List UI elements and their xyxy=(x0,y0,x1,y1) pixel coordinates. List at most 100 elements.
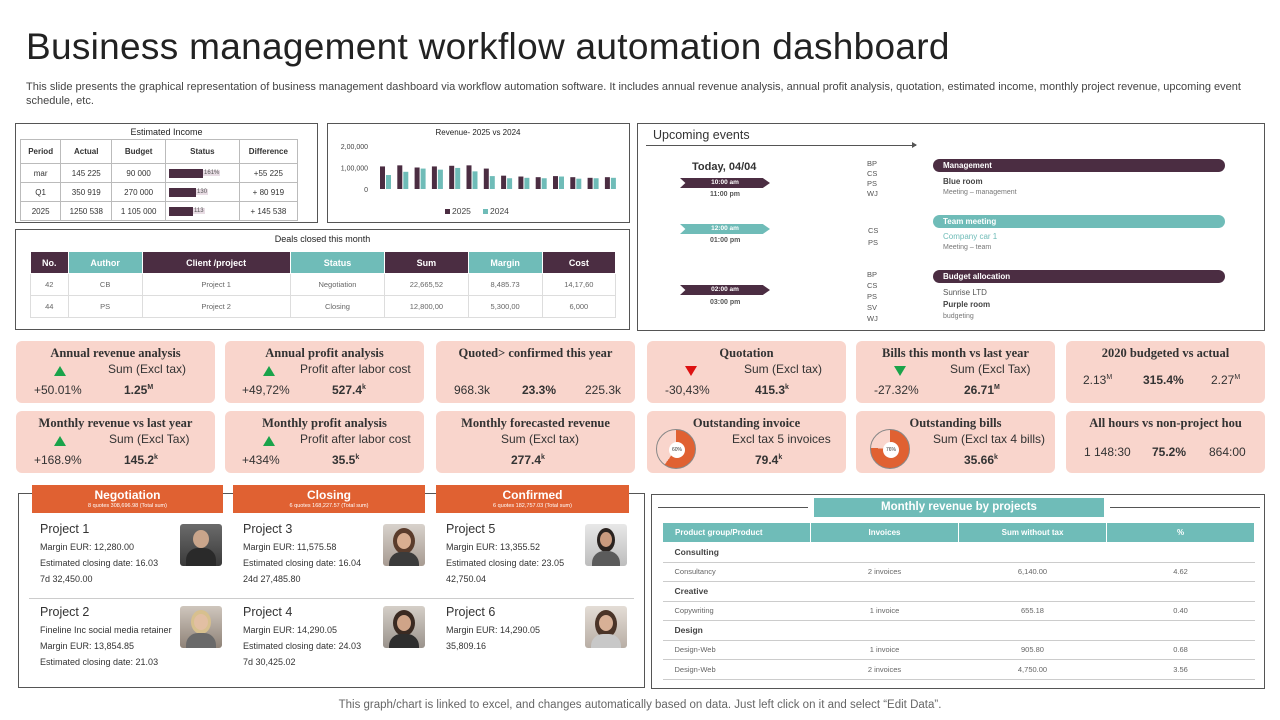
kpi-value: 26.71M xyxy=(964,383,1000,397)
kpi-title: Quotation xyxy=(719,346,774,360)
cell: 145 225 xyxy=(60,163,113,183)
kpi-value: 1.25M xyxy=(124,383,154,397)
kpi-title: Monthly profit analysis xyxy=(262,416,387,430)
person-initials: BP xyxy=(867,159,878,168)
event-name[interactable]: Management xyxy=(933,159,1225,172)
project-margin: Margin EUR: 14,290.05 xyxy=(446,625,541,635)
kpi-value: 35.66k xyxy=(964,453,998,467)
up-arrow-icon xyxy=(54,366,66,376)
person-initials: CS xyxy=(867,169,878,178)
kpi-quoted-confirmed[interactable]: Quoted> confirmed this year 968.3k 23.3%… xyxy=(436,341,635,403)
kpi-value: 527.4k xyxy=(332,383,366,397)
project-card[interactable]: Project 4 Margin EUR: 14,290.05 Estimate… xyxy=(243,604,361,670)
estimated-income-title: Estimated Income xyxy=(130,127,203,137)
cell: 905.80 xyxy=(958,640,1107,660)
project-card[interactable]: Project 5 Margin EUR: 13,355.52 Estimate… xyxy=(446,521,564,587)
bar-2025 xyxy=(535,177,541,189)
event-place-2: Purple room xyxy=(943,300,991,309)
person-initials: CS xyxy=(867,281,878,290)
kpi-title: Monthly revenue vs last year xyxy=(38,416,193,430)
today-label: Today, 04/04 xyxy=(692,161,757,173)
status-label: 130 xyxy=(196,189,209,196)
up-arrow-icon xyxy=(263,366,275,376)
revenue-chart[interactable]: Revenue- 2025 vs 2024 2,00,000 1,00,000 0 20… xyxy=(328,124,629,222)
col-header: Sum without tax xyxy=(958,522,1107,543)
kpi-outstanding-bills[interactable]: Outstanding bills 76% Sum (Excl tax 4 bi… xyxy=(856,411,1055,473)
kpi-annual-profit[interactable]: Annual profit analysis Profit after labo… xyxy=(225,341,424,403)
pie-chart: 76% xyxy=(870,429,910,469)
event-name[interactable]: Budget allocation xyxy=(933,270,1225,283)
kpi-mid: 23.3% xyxy=(522,383,557,397)
project-card[interactable]: Project 2 Fineline Inc social media reta… xyxy=(40,604,172,670)
cell: Design-Web xyxy=(662,659,811,680)
col-header: Actual xyxy=(60,139,113,164)
pipeline-col-confirmed[interactable]: Confirmed 6 quotes 182,757.03 (Total sum… xyxy=(436,485,629,513)
status-bar xyxy=(169,168,204,178)
cell: Project 2 xyxy=(141,295,291,318)
kpi-label: Sum (Excl tax) xyxy=(501,432,580,446)
col-header: Cost xyxy=(541,251,617,274)
kpi-title: 2020 budgeted vs actual xyxy=(1101,346,1230,360)
kpi-title: Outstanding bills xyxy=(909,416,1002,430)
kpi-budgeted-vs-actual[interactable]: 2020 budgeted vs actual 2.13M 315.4% 2.2… xyxy=(1066,341,1265,403)
project-card[interactable]: Project 3 Margin EUR: 11,575.58 Estimate… xyxy=(243,521,361,587)
project-closing-date: Estimated closing date: 24.03 xyxy=(243,641,362,651)
kpi-title: Annual revenue analysis xyxy=(50,346,181,360)
project-card[interactable]: Project 1 Margin EUR: 12,280.00 Estimate… xyxy=(40,521,158,587)
down-arrow-icon xyxy=(894,366,906,376)
group-name: Design xyxy=(662,620,1255,641)
col-title: Closing xyxy=(307,488,351,502)
event-name[interactable]: Team meeting xyxy=(933,215,1225,228)
project-name: Project 2 xyxy=(40,605,90,619)
status-label: 113 xyxy=(193,208,205,215)
bar-2024 xyxy=(507,178,513,189)
project-margin: Margin EUR: 14,290.05 xyxy=(243,625,338,635)
project-client: Fineline Inc social media retainer xyxy=(40,625,172,635)
revenue-chart-panel[interactable]: Revenue- 2025 vs 2024 2,00,000 1,00,000 0 20… xyxy=(327,123,630,223)
cell: 5,300,00 xyxy=(467,295,543,318)
legend-label: 2024 xyxy=(490,206,509,216)
avatar xyxy=(383,524,425,566)
kpi-quotation[interactable]: Quotation Sum (Excl tax) -30,43% 415.3k xyxy=(647,341,846,403)
pipeline-col-negotiation[interactable]: Negotiation 8 quotes 308,696.98 (Total s… xyxy=(32,485,223,513)
kpi-annual-revenue[interactable]: Annual revenue analysis Sum (Excl tax) +… xyxy=(16,341,215,403)
kpi-bills[interactable]: Bills this month vs last year Sum (Excl … xyxy=(856,341,1055,403)
col-header: Margin xyxy=(467,251,543,274)
table-row: Copywriting 1 invoice 655.18 0.40 xyxy=(662,601,1255,621)
kpi-outstanding-invoice[interactable]: Outstanding invoice 60% Excl tax 5 invoi… xyxy=(647,411,846,473)
kpi-value: 35.5k xyxy=(332,453,360,467)
table-row: Q1 350 919 270 000 130 + 80 919 xyxy=(19,182,299,202)
event-time-start: 02:00 am xyxy=(680,285,770,295)
status-bar xyxy=(169,206,194,216)
bar-2025 xyxy=(397,165,403,189)
bar-2025 xyxy=(501,175,507,189)
kpi-hours[interactable]: All hours vs non-project hou 1 148:30 75… xyxy=(1066,411,1265,473)
kpi-monthly-forecast[interactable]: Monthly forecasted revenue Sum (Excl tax… xyxy=(436,411,635,473)
pipeline-col-closing[interactable]: Closing 6 quotes 168,227.57 (Total sum) xyxy=(233,485,425,513)
cell: CB xyxy=(67,273,143,296)
cell: 42 xyxy=(30,273,69,296)
col-header: Difference xyxy=(238,139,299,164)
table-row: 2025 1250 538 1 105 000 113 + 145 538 xyxy=(19,201,299,221)
project-margin: Margin EUR: 13,355.52 xyxy=(446,542,541,552)
deals-title: Deals closed this month xyxy=(274,234,371,244)
kpi-label: Profit after labor cost xyxy=(300,362,411,376)
table-row: Design-Web 2 invoices 4,750.00 3.56 xyxy=(662,659,1255,680)
kpi-label: Excl tax 5 invoices xyxy=(732,432,831,446)
project-card[interactable]: Project 6 Margin EUR: 14,290.05 35,809.1… xyxy=(446,604,540,654)
kpi-monthly-profit[interactable]: Monthly profit analysis Profit after lab… xyxy=(225,411,424,473)
avatar xyxy=(585,606,627,648)
y-tick-label: 2,00,000 xyxy=(341,144,368,151)
kpi-right: 225.3k xyxy=(585,383,622,397)
kpi-label: Profit after labor cost xyxy=(300,432,411,446)
kpi-pct: +434% xyxy=(242,453,280,467)
project-name: Project 4 xyxy=(243,605,293,619)
col-header: Budget xyxy=(111,139,167,164)
pipeline-panel xyxy=(18,493,645,688)
estimated-income-table: Period Actual Budget Status Difference m… xyxy=(19,139,299,221)
legend-swatch xyxy=(445,209,450,214)
project-closing-date: Estimated closing date: 21.03 xyxy=(40,657,159,667)
kpi-monthly-revenue[interactable]: Monthly revenue vs last year Sum (Excl T… xyxy=(16,411,215,473)
kpi-value: 79.4k xyxy=(755,453,783,467)
person-initials: PS xyxy=(868,238,879,247)
